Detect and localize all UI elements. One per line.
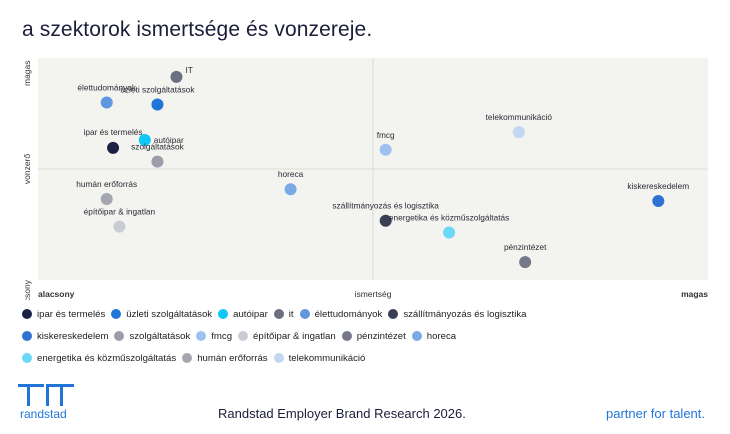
data-point (107, 141, 120, 154)
data-point (512, 126, 525, 139)
legend-label: építőipar & ingatlan (253, 330, 336, 342)
data-point (100, 193, 113, 206)
legend-swatch (273, 309, 284, 319)
legend-row: ipar és termelés üzleti szolgáltatások aut… (22, 303, 582, 325)
legend-row: kiskereskedelem szolgáltatások fmcg építőip… (22, 325, 582, 347)
legend-label: fmcg (211, 330, 233, 342)
legend-label: élettudományok (314, 308, 383, 320)
legend-swatch (114, 331, 125, 341)
legend-item: telekommunikáció (273, 352, 366, 364)
legend-swatch (22, 331, 32, 341)
data-point (379, 214, 392, 227)
data-label: pénzintézet (504, 242, 547, 252)
legend-label: energetika és közműszolgáltatás (37, 352, 177, 364)
legend-item: autóipar (218, 309, 268, 320)
data-label: IT (185, 65, 192, 75)
legend-swatch (411, 331, 422, 341)
y-axis-title: vonzerő (22, 154, 32, 185)
data-label: szállítmányozás és logisztika (332, 201, 439, 211)
data-label: autóipar (154, 135, 184, 145)
legend-swatch (182, 353, 193, 363)
data-label: energetika és közműszolgáltatás (389, 213, 509, 223)
legend-label: autóipar (233, 308, 268, 320)
legend-swatch (196, 331, 207, 341)
data-label: üzleti szolgáltatások (120, 84, 195, 94)
legend-label: szállítmányozás és logisztika (403, 308, 527, 320)
legend-label: kiskereskedelem (37, 330, 109, 342)
x-axis-title: ismertség (355, 289, 392, 299)
legend-swatch (341, 331, 352, 341)
legend-item: horeca (411, 330, 457, 342)
data-label: építőipar & ingatlan (84, 207, 156, 217)
legend-item: pénzintézet (341, 330, 406, 342)
data-point (519, 256, 532, 269)
legend-label: it (288, 308, 294, 320)
legend-item: fmcg (196, 331, 232, 342)
legend-label: ipar és termelés (37, 308, 106, 320)
legend-swatch (22, 309, 32, 319)
legend-item: humán erőforrás (182, 352, 268, 364)
brand-name: randstad (20, 407, 67, 421)
data-point (138, 133, 151, 146)
data-label: ipar és termelés (84, 127, 143, 137)
data-point (652, 195, 665, 208)
legend-item: ipar és termelés (22, 309, 105, 320)
legend-swatch (388, 309, 399, 319)
legend-label: szolgáltatások (129, 330, 191, 342)
legend-label: pénzintézet (356, 330, 406, 342)
legend-swatch (299, 309, 310, 319)
legend-item: it (273, 308, 294, 320)
data-point (443, 226, 456, 239)
data-label: horeca (278, 169, 304, 179)
y-axis-high-label: magas (22, 60, 32, 86)
legend-label: telekommunikáció (288, 352, 366, 364)
data-label: szolgáltatások (131, 142, 184, 152)
x-axis-high-label: magas (681, 289, 708, 299)
legend-swatch (238, 331, 249, 341)
x-axis-low-label: alacsony (38, 289, 75, 299)
legend-swatch (218, 309, 229, 319)
legend-item: élettudományok (299, 308, 383, 320)
data-point (100, 96, 113, 109)
data-label: fmcg (377, 130, 395, 140)
data-label: élettudományok (77, 83, 136, 93)
data-point (379, 143, 392, 156)
data-point (170, 70, 183, 83)
legend-swatch (273, 353, 284, 363)
legend-swatch (111, 309, 122, 319)
randstad-logo-icon (18, 384, 74, 406)
data-point (151, 155, 164, 168)
data-label: kiskereskedelem (627, 181, 689, 191)
source-note: Randstad Employer Brand Research 2026. (218, 406, 466, 421)
legend-label: üzleti szolgáltatások (126, 308, 213, 320)
legend-item: energetika és közműszolgáltatás (22, 353, 176, 364)
legend-item: szállítmányozás és logisztika (388, 309, 526, 320)
data-point (113, 220, 126, 233)
legend-swatch (22, 353, 32, 363)
data-point (284, 183, 297, 196)
legend-item: szolgáltatások (114, 331, 190, 342)
page-title: a szektorok ismertsége és vonzereje. (22, 18, 373, 41)
legend-item: építőipar & ingatlan (238, 331, 336, 342)
legend-row: energetika és közműszolgáltatás humán erő… (22, 347, 582, 369)
legend-label: horeca (426, 330, 457, 342)
chart-legend: ipar és termelés üzleti szolgáltatások aut… (22, 303, 582, 369)
legend-item: üzleti szolgáltatások (111, 309, 212, 320)
data-label: humán erőforrás (76, 179, 137, 189)
tagline: partner for talent. (606, 406, 705, 421)
y-axis-low-label: alacsony (22, 279, 32, 300)
data-label: telekommunikáció (486, 112, 553, 122)
data-point (151, 98, 164, 111)
scatter-chart: alacsony ismertség magas magas vonzerő alacso… (22, 58, 708, 300)
legend-label: humán erőforrás (197, 352, 268, 364)
legend-item: kiskereskedelem (22, 331, 108, 342)
